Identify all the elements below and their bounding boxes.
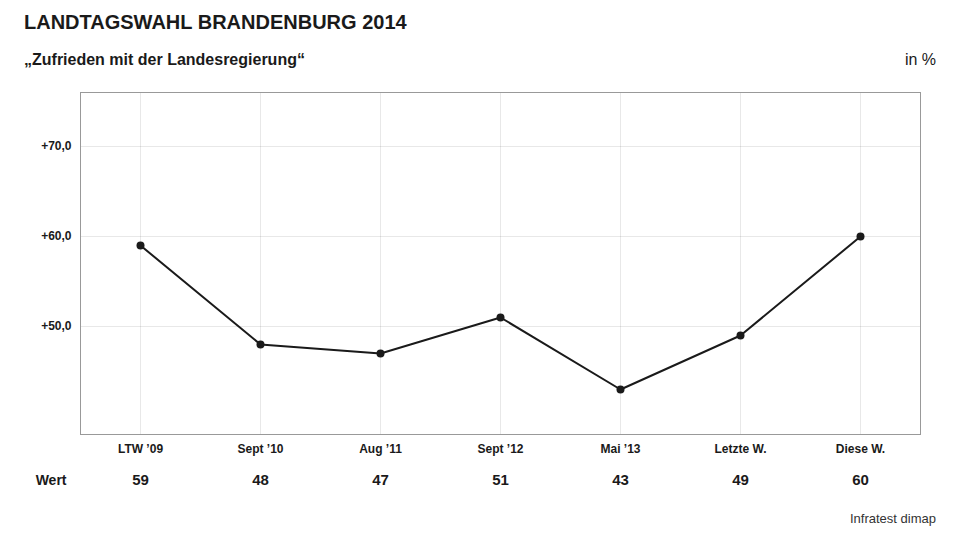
svg-text:+70,0: +70,0: [41, 139, 72, 153]
html-text:Infratest dimap: Infratest dimap: [850, 511, 936, 526]
svg-text:Mai ’13: Mai ’13: [600, 442, 640, 456]
svg-text:+50,0: +50,0: [41, 319, 72, 333]
svg-text:LTW ’09: LTW ’09: [118, 442, 163, 456]
svg-text:Diese W.: Diese W.: [836, 442, 885, 456]
svg-text:60: 60: [852, 471, 869, 488]
svg-text:48: 48: [252, 471, 269, 488]
html-text:„Zufrieden mit der Landesregie: „Zufrieden mit der Landesregierung“: [24, 51, 305, 68]
svg-text:49: 49: [732, 471, 749, 488]
svg-text:59: 59: [132, 471, 149, 488]
svg-text:43: 43: [612, 471, 629, 488]
svg-text:51: 51: [492, 471, 509, 488]
svg-text:+60,0: +60,0: [41, 229, 72, 243]
svg-text:Sept ’10: Sept ’10: [237, 442, 283, 456]
svg-text:Aug ’11: Aug ’11: [359, 442, 402, 456]
svg-text:Wert: Wert: [36, 472, 67, 488]
svg-text:47: 47: [372, 471, 389, 488]
html-text:in %: in %: [904, 51, 936, 68]
svg-text:Letzte W.: Letzte W.: [714, 442, 766, 456]
svg-text:Sept ’12: Sept ’12: [477, 442, 523, 456]
html-text:LANDTAGSWAHL BRANDENBURG 2014: LANDTAGSWAHL BRANDENBURG 2014: [24, 11, 407, 33]
